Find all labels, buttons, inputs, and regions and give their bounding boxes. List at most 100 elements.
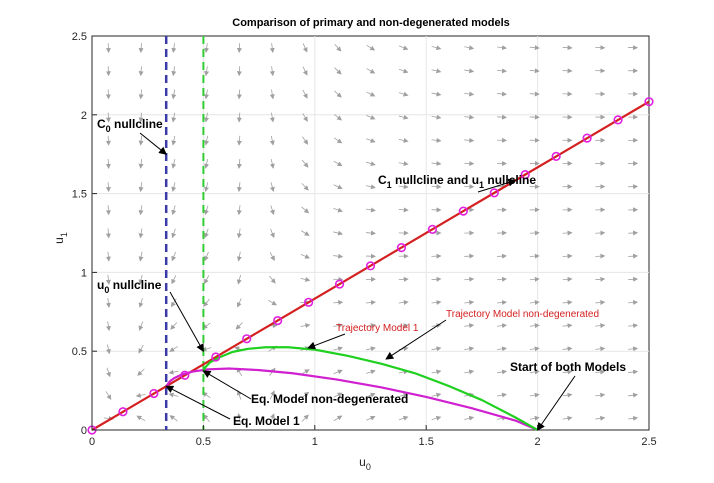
- vector-field-arrow: [135, 392, 146, 398]
- diagonal-marker: [334, 279, 345, 289]
- vector-field-arrow: [171, 158, 177, 169]
- annotation-eq-model-non-degenerated: Eq. Model non-degenerated: [251, 392, 408, 406]
- vector-field-arrow: [398, 276, 409, 282]
- annotation-arrows: [139, 132, 576, 431]
- vector-field-arrow: [302, 66, 308, 76]
- vector-field-arrow: [431, 323, 442, 329]
- vector-field-arrow: [398, 392, 409, 398]
- vector-field-arrow: [464, 68, 475, 74]
- vector-field-arrow: [170, 298, 177, 308]
- vector-field-arrow: [204, 112, 210, 123]
- vector-field-arrow: [464, 114, 475, 120]
- annotation-eq-model-1: Eq. Model 1: [233, 414, 300, 428]
- vector-field-arrow: [171, 275, 177, 285]
- vector-field-arrow: [236, 112, 242, 123]
- vector-field-arrow: [595, 369, 606, 375]
- vector-field-arrow: [269, 66, 275, 77]
- eq-model-non-degenerated-arrow: [202, 370, 252, 400]
- annotation-start-of-both-models: Start of both Models: [510, 360, 626, 374]
- vector-field-arrow: [562, 299, 573, 305]
- vector-field-arrow: [366, 138, 376, 143]
- vector-field-arrow: [628, 369, 639, 375]
- vector-field-arrow: [595, 323, 606, 329]
- vector-field-arrow: [204, 228, 209, 239]
- vector-field-arrow: [105, 182, 111, 193]
- vector-field-arrow: [204, 205, 209, 216]
- vector-field-arrow: [171, 66, 177, 77]
- vector-field-arrow: [334, 43, 342, 52]
- vector-field-arrow: [628, 299, 639, 305]
- diagonal-marker: [149, 388, 159, 399]
- vector-field-arrow: [398, 137, 409, 143]
- vector-field-arrow: [529, 323, 540, 329]
- vector-field-arrow: [365, 299, 376, 305]
- vector-field-arrow: [628, 415, 639, 421]
- vector-field-arrow: [171, 43, 177, 54]
- vector-field-arrow: [562, 323, 573, 329]
- vector-field: [103, 43, 639, 423]
- vector-field-arrow: [333, 184, 343, 190]
- vector-field-arrow: [105, 228, 111, 239]
- vector-field-arrow: [529, 392, 540, 398]
- vector-field-arrow: [333, 160, 343, 167]
- vector-field-arrow: [300, 254, 311, 259]
- vector-field-arrow: [628, 392, 639, 398]
- vector-field-arrow: [333, 346, 344, 352]
- vector-field-arrow: [497, 276, 508, 282]
- diagonal-marker: [644, 97, 654, 107]
- vector-field-arrow: [106, 367, 111, 378]
- vector-field-arrow: [334, 67, 342, 75]
- vector-field-arrow: [204, 275, 210, 285]
- vector-field-arrow: [529, 91, 540, 97]
- vector-field-arrow: [138, 321, 144, 331]
- vector-field-arrow: [204, 182, 209, 192]
- vector-field-arrow: [106, 344, 111, 355]
- axis-ticks: 0 0.5 1 1.5 2 2.5 0 0.5 1 1.5 2 2.5: [72, 31, 657, 448]
- x-tick-label: 1: [312, 436, 318, 448]
- vector-field-arrow: [464, 276, 475, 282]
- vector-field-arrow: [464, 346, 475, 352]
- diagonal-marker: [582, 133, 592, 143]
- vector-field-arrow: [464, 91, 475, 97]
- vector-field-arrow: [236, 274, 242, 285]
- vector-field-arrow: [431, 299, 442, 305]
- y-tick-label: 2: [81, 110, 87, 122]
- vector-field-arrow: [105, 298, 111, 308]
- y-tick-label: 2.5: [72, 31, 87, 43]
- trajectory-model-1-arrow: [307, 333, 346, 350]
- vector-field-arrow: [333, 299, 344, 305]
- vector-field-arrow: [236, 228, 242, 239]
- vector-field-arrow: [366, 346, 376, 352]
- vector-field-arrow: [529, 346, 540, 352]
- vector-field-arrow: [269, 275, 276, 284]
- vector-field-arrow: [529, 45, 540, 51]
- vector-field-arrow: [595, 392, 606, 398]
- vector-field-arrow: [301, 159, 309, 168]
- vector-field-arrow: [431, 161, 442, 167]
- vector-field-arrow: [497, 369, 507, 375]
- vector-field-arrow: [171, 89, 177, 100]
- vector-field-arrow: [497, 299, 508, 305]
- vector-field-arrow: [333, 323, 344, 329]
- diagonal-marker: [458, 206, 468, 216]
- vector-field-arrow: [333, 369, 343, 375]
- vector-field-arrow: [302, 136, 309, 145]
- vector-field-arrow: [236, 182, 242, 193]
- vector-field-arrow: [171, 112, 177, 123]
- vector-field-arrow: [301, 183, 309, 191]
- vector-field-arrow: [138, 228, 144, 239]
- vector-field-arrow: [562, 276, 573, 282]
- x-tick-label: 1.5: [419, 436, 434, 448]
- vector-field-arrow: [138, 251, 144, 262]
- vector-field-arrow: [236, 251, 242, 262]
- diagonal-marker: [242, 334, 252, 344]
- vector-field-arrow: [398, 207, 409, 213]
- vector-field-arrow: [270, 413, 275, 423]
- vector-field-arrow: [137, 368, 145, 376]
- vector-field-arrow: [333, 207, 343, 213]
- vector-field-arrow: [398, 415, 409, 421]
- x-tick-label: 0: [89, 436, 95, 448]
- vector-field-arrow: [138, 43, 144, 54]
- vector-field-arrow: [366, 369, 376, 375]
- annotation-c1-u1-nullcline: C1 nullcline and u1 nullcline: [378, 173, 536, 190]
